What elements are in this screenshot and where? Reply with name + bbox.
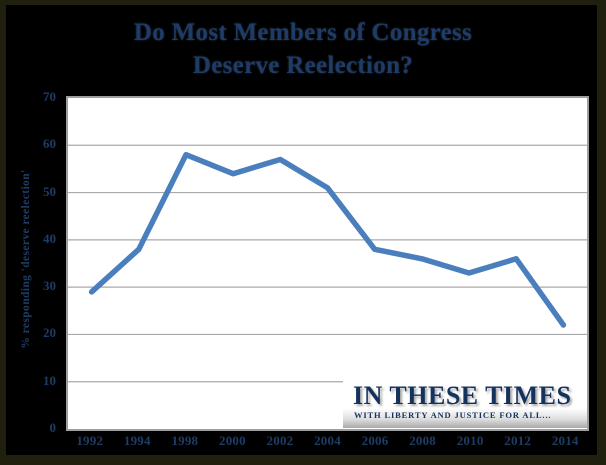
y-axis-title: % responding 'deserve reelection' — [20, 169, 32, 349]
x-tick-label-1998: 1998 — [171, 433, 199, 448]
x-axis-tick-labels: 1992 1994 1998 2000 2002 2004 2006 2008 2010 2012… — [66, 433, 589, 449]
y-tick-label-60: 60 — [43, 136, 56, 152]
chart-title-line2: Deserve Reelection? — [192, 52, 414, 79]
y-tick-label-30: 30 — [43, 278, 56, 294]
x-tick-label-2006: 2006 — [361, 433, 389, 448]
y-tick-label-40: 40 — [43, 230, 56, 246]
x-tick-label-2000: 2000 — [219, 433, 246, 448]
y-tick-label-0: 0 — [49, 420, 57, 435]
logo-tagline: WITH LIBERTY AND JUSTICE FOR ALL... — [354, 410, 552, 420]
logo-wordmark: IN THESE TIMES — [353, 381, 572, 410]
x-tick-label-2014: 2014 — [551, 433, 579, 448]
plot-area: IN THESE TIMES WITH LIBERTY AND JUSTICE … — [66, 96, 589, 431]
y-tick-label-20: 20 — [43, 325, 56, 341]
data-series-line — [88, 151, 567, 328]
chart-title: Do Most Members of Congress Deserve Reel… — [0, 16, 606, 82]
y-tick-label-50: 50 — [43, 183, 56, 199]
y-tick-label-70: 70 — [43, 89, 56, 104]
x-tick-label-2002: 2002 — [266, 433, 294, 448]
x-tick-label-2012: 2012 — [504, 433, 532, 448]
line-chart-canvas — [68, 144, 587, 383]
chart-title-line1: Do Most Members of Congress — [133, 19, 473, 46]
x-tick-label-1992: 1992 — [76, 433, 104, 448]
x-tick-label-1994: 1994 — [123, 433, 151, 448]
x-tick-label-2004: 2004 — [314, 433, 341, 448]
x-tick-label-2010: 2010 — [456, 433, 484, 448]
y-tick-label-10: 10 — [43, 372, 56, 388]
x-tick-label-2008: 2008 — [409, 433, 436, 448]
in-these-times-logo: IN THESE TIMES WITH LIBERTY AND JUSTICE … — [343, 381, 587, 428]
